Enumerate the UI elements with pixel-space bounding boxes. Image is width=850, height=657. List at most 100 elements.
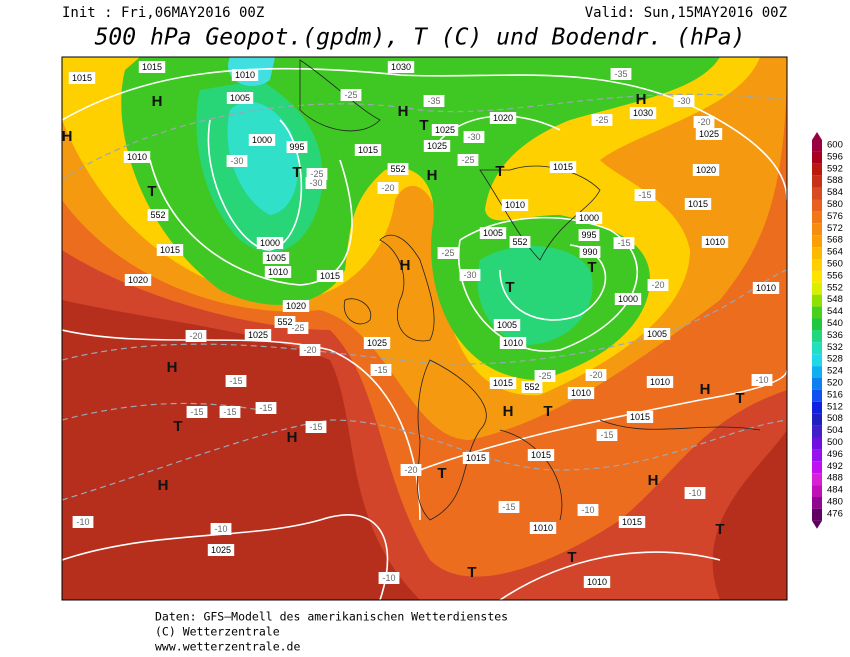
pressure-center: T xyxy=(735,390,744,407)
isobar-label-box xyxy=(138,61,166,73)
colorbar-swatch xyxy=(812,187,822,200)
colorbar-label: 548 xyxy=(827,294,843,305)
isotherm-label: -30 xyxy=(467,132,480,142)
contour-label: 552 xyxy=(512,237,527,247)
isobar-label-box xyxy=(493,319,521,331)
colorbar-swatch xyxy=(812,354,822,367)
colorbar-label: 504 xyxy=(827,425,843,436)
colorbar-label: 556 xyxy=(827,270,843,281)
isotherm-label: -35 xyxy=(427,96,440,106)
isobar-label: 1015 xyxy=(142,62,162,72)
isotherm-label: -15 xyxy=(638,190,651,200)
isobar-label-box xyxy=(489,377,517,389)
isotherm-label: -10 xyxy=(755,375,768,385)
isotherm-label: -20 xyxy=(697,117,710,127)
isobar-label: 1020 xyxy=(493,113,513,123)
contour-label: 552 xyxy=(277,317,292,327)
isobar-label: 1010 xyxy=(127,152,147,162)
colorbar-label: 592 xyxy=(827,163,843,174)
isotherm-label-box xyxy=(305,421,327,433)
isobar-label-box xyxy=(423,140,451,152)
map-title: 500 hPa Geopot.(gpdm), T (C) und Bodendr… xyxy=(95,25,746,51)
isobar-label: 1025 xyxy=(699,129,719,139)
isotherm-label-box xyxy=(610,68,632,80)
isobar-label-box xyxy=(156,244,184,256)
isotherm-label-box xyxy=(591,114,613,126)
isotherm-label: -10 xyxy=(581,505,594,515)
isotherm-label-box xyxy=(255,402,277,414)
isobar-label-box xyxy=(262,252,290,264)
pressure-center: T xyxy=(419,117,428,134)
isotherm-label-box xyxy=(498,501,520,513)
isotherm-label: -20 xyxy=(303,345,316,355)
isotherm-label-box xyxy=(185,330,207,342)
colorbar-swatch xyxy=(812,211,822,224)
colorbar: 6005965925885845805765725685645605565525… xyxy=(812,132,843,529)
isotherm-label-box xyxy=(370,364,392,376)
isobar-label: 1015 xyxy=(160,245,180,255)
isobar-label: 1020 xyxy=(696,165,716,175)
isobar-label: 1015 xyxy=(531,450,551,460)
isotherm-label-box xyxy=(400,464,422,476)
isobar-label-box xyxy=(575,212,603,224)
isobar-label-box xyxy=(684,198,712,210)
isobar-label-box xyxy=(695,128,723,140)
colorbar-label: 496 xyxy=(827,449,843,460)
colorbar-swatch xyxy=(812,318,822,331)
isotherm-label: -20 xyxy=(189,331,202,341)
isotherm-label: -25 xyxy=(441,248,454,258)
isotherm-label-box xyxy=(72,516,94,528)
isobar-label-box xyxy=(231,69,259,81)
isobar-label: 1010 xyxy=(268,267,288,277)
colorbar-label: 532 xyxy=(827,342,843,353)
pressure-center: T xyxy=(495,163,504,180)
isobar-label-box xyxy=(354,144,382,156)
colorbar-label: 480 xyxy=(827,497,843,508)
pressure-center: T xyxy=(543,403,552,420)
colorbar-top-arrow xyxy=(812,132,822,140)
isobar-label: 1020 xyxy=(128,275,148,285)
contour-label-box xyxy=(147,209,169,221)
pressure-center: H xyxy=(398,103,409,120)
isobar-label: 1000 xyxy=(252,135,272,145)
isobar-label: 1030 xyxy=(391,62,411,72)
pressure-center: H xyxy=(427,167,438,184)
isobar-label-box xyxy=(626,411,654,423)
pressure-center: H xyxy=(636,91,647,108)
isotherm-label: -20 xyxy=(404,465,417,475)
contour-label-box xyxy=(274,316,296,328)
isobar-label: 1025 xyxy=(435,125,455,135)
contour-label-box xyxy=(509,236,531,248)
colorbar-swatch xyxy=(812,497,822,509)
isobar-label-box xyxy=(462,452,490,464)
colorbar-swatch xyxy=(812,473,822,486)
colorbar-label: 600 xyxy=(827,140,843,151)
contour-label: 552 xyxy=(524,382,539,392)
isobar-label-box xyxy=(529,522,557,534)
colorbar-label: 536 xyxy=(827,330,843,341)
pressure-center: H xyxy=(503,403,514,420)
isobar-label: 990 xyxy=(582,247,597,257)
pressure-center: T xyxy=(467,564,476,581)
isobar-label: 1015 xyxy=(320,271,340,281)
isotherm-label-box xyxy=(340,89,362,101)
isotherm-label-box xyxy=(534,370,556,382)
colorbar-swatch xyxy=(812,151,822,164)
colorbar-swatch xyxy=(812,342,822,355)
isotherm-label-box xyxy=(225,375,247,387)
isotherm-label-box xyxy=(377,182,399,194)
isotherm-label: -25 xyxy=(310,169,323,179)
colorbar-swatch xyxy=(812,294,822,307)
isotherm-label-box xyxy=(299,344,321,356)
colorbar-label: 588 xyxy=(827,175,843,186)
colorbar-label: 516 xyxy=(827,389,843,400)
isobar-label: 1010 xyxy=(571,388,591,398)
colorbar-swatch xyxy=(812,247,822,259)
colorbar-swatch xyxy=(812,449,822,462)
map-labels: 1015 1015 1010 1005 1000 995 1015 1000 1005 1010 1… xyxy=(62,61,780,588)
isotherm-label-box xyxy=(186,406,208,418)
isobar-label: 1025 xyxy=(427,141,447,151)
colorbar-label: 484 xyxy=(827,485,843,496)
isobar-label: 1015 xyxy=(358,145,378,155)
colorbar-label: 520 xyxy=(827,378,843,389)
